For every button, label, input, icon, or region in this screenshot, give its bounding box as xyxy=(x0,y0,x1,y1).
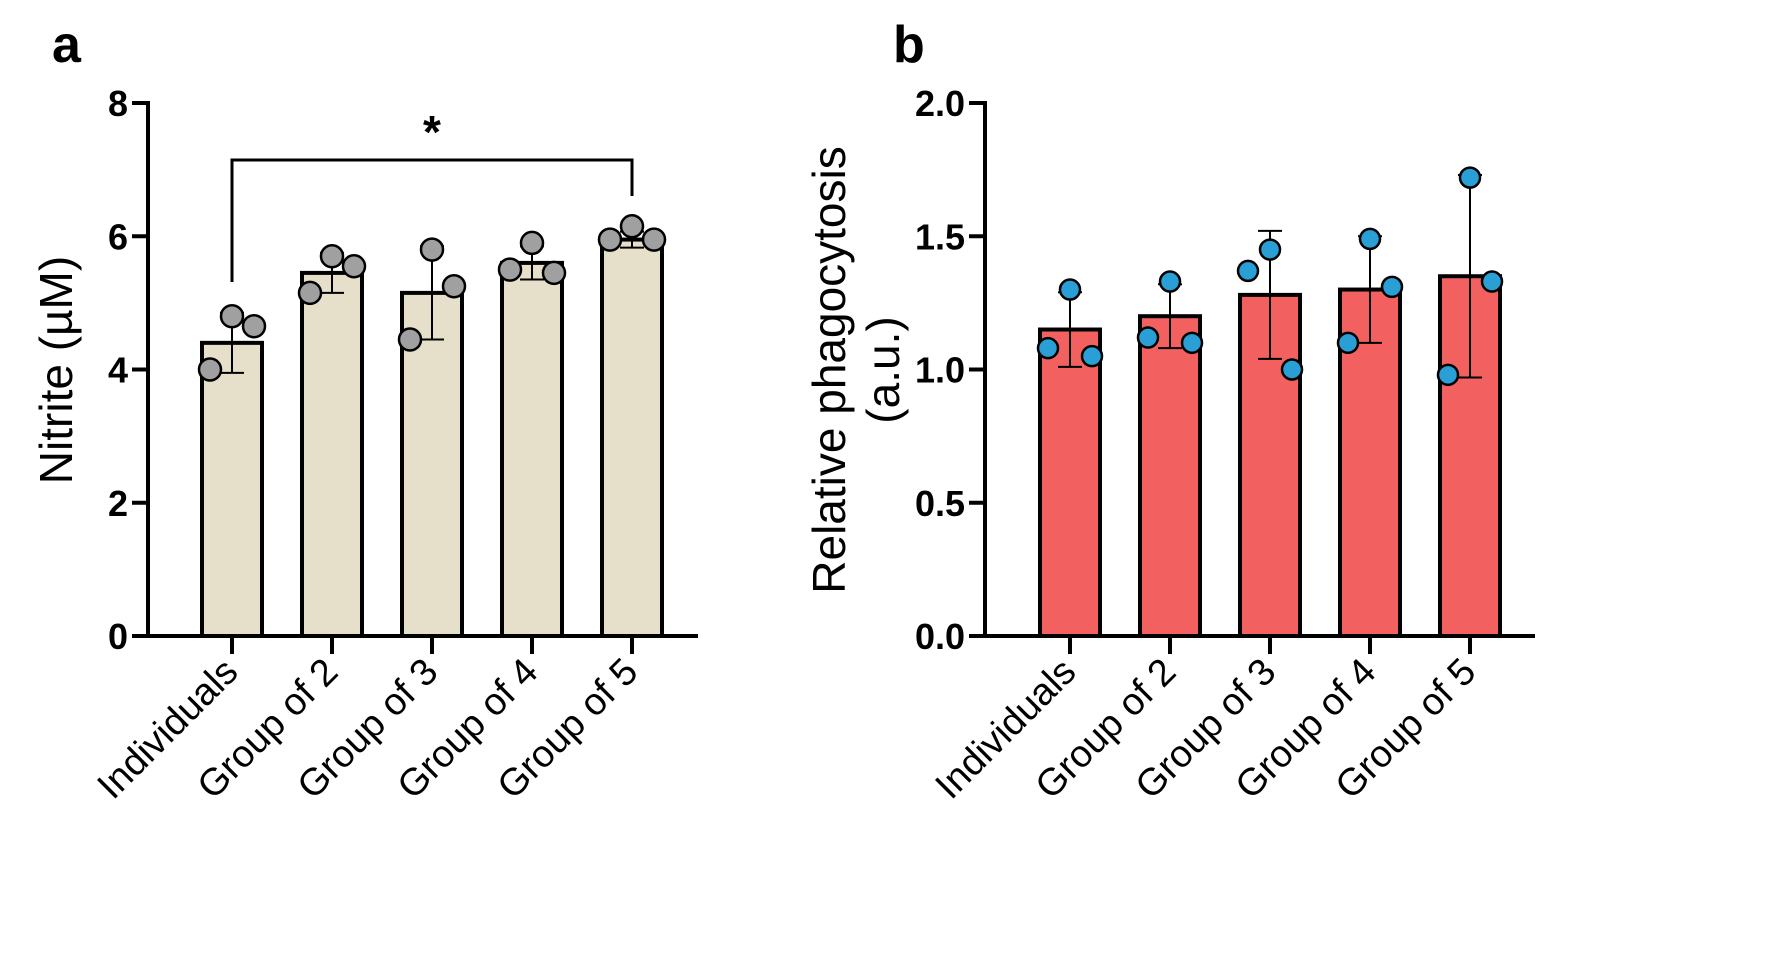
data-point-3-0 xyxy=(1358,227,1382,251)
y-axis-title: Relative phagocytosis(a.u.) xyxy=(803,146,909,593)
data-point-3-1 xyxy=(1380,275,1404,299)
y-tick-label-2: 4 xyxy=(108,350,128,391)
significance-label: * xyxy=(423,106,441,158)
y-tick-label-0: 0 xyxy=(108,616,128,657)
data-point-2-2 xyxy=(1236,259,1260,283)
data-point-2-0 xyxy=(1258,238,1282,261)
data-point-1-1 xyxy=(1180,331,1204,355)
y-axis-title-line-0: Nitrite (µM) xyxy=(30,256,82,484)
data-point-4-1 xyxy=(641,227,667,252)
data-point-4-2 xyxy=(597,227,623,252)
significance-bracket xyxy=(230,158,634,282)
data-point-1-2 xyxy=(297,280,323,306)
data-point-2-1 xyxy=(1280,358,1304,381)
data-point-1-0 xyxy=(1158,270,1182,293)
y-axis-title-line-1: (a.u.) xyxy=(857,316,909,423)
data-point-1-1 xyxy=(341,253,367,279)
data-point-3-0 xyxy=(519,230,545,256)
data-point-2-2 xyxy=(397,327,423,352)
y-axis-title-line-0: Relative phagocytosis xyxy=(803,146,855,593)
data-point-0-2 xyxy=(197,357,223,382)
y-tick-label-0: 0.0 xyxy=(915,616,965,657)
data-point-4-1 xyxy=(1480,270,1504,293)
data-point-3-2 xyxy=(497,257,523,282)
y-tick-label-1: 2 xyxy=(108,483,128,524)
y-tick-label-2: 1.0 xyxy=(915,350,965,391)
data-point-1-2 xyxy=(1136,326,1160,349)
bar-0 xyxy=(200,340,264,638)
data-point-2-0 xyxy=(419,237,445,262)
y-axis-title: Nitrite (µM) xyxy=(30,256,82,484)
data-point-4-2 xyxy=(1436,363,1460,387)
data-point-1-0 xyxy=(319,243,345,269)
bar-1 xyxy=(300,270,364,638)
data-point-3-1 xyxy=(541,260,567,286)
bar-3 xyxy=(500,260,564,638)
panel-b-letter: b xyxy=(893,16,925,74)
data-point-0-1 xyxy=(241,313,267,339)
data-point-0-0 xyxy=(219,303,245,329)
panel-a-letter: a xyxy=(52,16,82,74)
data-point-3-2 xyxy=(1336,331,1360,355)
bar-1 xyxy=(1138,314,1202,638)
y-tick-label-1: 0.5 xyxy=(915,483,965,524)
data-point-0-1 xyxy=(1080,344,1104,368)
data-point-2-1 xyxy=(441,273,467,299)
bar-0 xyxy=(1038,327,1102,638)
data-point-0-2 xyxy=(1036,336,1060,360)
y-tick-label-4: 2.0 xyxy=(915,83,965,124)
y-tick-label-4: 8 xyxy=(108,83,128,124)
y-tick-label-3: 6 xyxy=(108,216,128,257)
data-point-4-0 xyxy=(619,214,645,239)
y-tick-label-3: 1.5 xyxy=(915,216,965,257)
bar-4 xyxy=(600,237,664,639)
data-point-0-0 xyxy=(1058,278,1082,301)
data-point-4-0 xyxy=(1458,166,1482,189)
